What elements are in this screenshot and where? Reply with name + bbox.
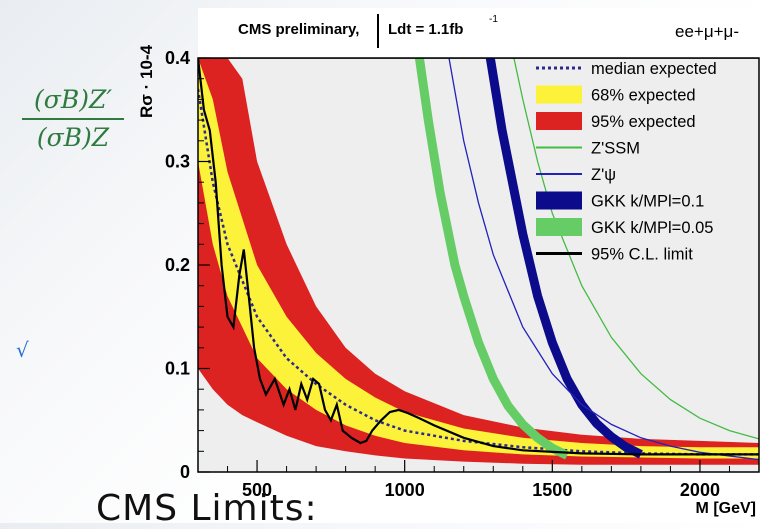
- footer-text: CMS Limits:: [96, 488, 318, 529]
- x-tick-label: 500: [242, 480, 272, 500]
- check-mark: √: [16, 338, 29, 362]
- legend-symbol: [536, 191, 582, 210]
- x-tick-label: 1000: [385, 480, 425, 500]
- legend-label: Z'ψ: [591, 166, 616, 184]
- formula-denominator: (σB)Z: [36, 123, 110, 152]
- formula-numerator: (σB)Z′: [34, 85, 112, 114]
- legend-label: Z'SSM: [591, 140, 640, 158]
- channel-label: ee+μ+μ-: [675, 22, 739, 41]
- header-strip: [198, 8, 759, 58]
- band-95-expected: [198, 58, 759, 465]
- y-tick-label: 0: [180, 462, 190, 482]
- zssm-curve: [513, 58, 759, 440]
- ratio-formula: (σB)Z′ (σB)Z: [18, 84, 128, 154]
- gkk-005-curve: [414, 58, 570, 460]
- legend-symbol: [536, 218, 582, 236]
- zpsi-curve: [448, 58, 759, 461]
- y-tick-label: 0.1: [165, 359, 190, 379]
- legend-entry: GKK k/MPl=0.05: [536, 218, 713, 237]
- legend-label: 68% expected: [591, 87, 696, 105]
- y-tick-label: 0.3: [165, 152, 190, 172]
- x-tick-label: 1500: [532, 480, 572, 500]
- legend-entry: 68% expected: [536, 85, 696, 105]
- y-tick-label: 0.4: [165, 48, 190, 68]
- legend-entry: Z'ψ: [536, 166, 616, 184]
- y-tick-label: 0.2: [165, 255, 190, 275]
- observed-limit-line: [198, 58, 759, 456]
- chart-title: CMS preliminary,: [238, 21, 359, 38]
- legend-entry: 95% C.L. limit: [536, 246, 693, 264]
- legend-entry: Z'SSM: [536, 140, 640, 158]
- legend-label: median expected: [591, 60, 717, 78]
- legend-entry: 95% expected: [536, 112, 696, 131]
- legend-symbol: [536, 85, 582, 104]
- y-axis-label: Rσ · 10-4: [137, 44, 156, 118]
- fraction-bar: [22, 118, 124, 120]
- legend-label: 95% expected: [591, 113, 696, 131]
- x-axis-label: M [GeV]: [696, 500, 756, 517]
- legend-label: GKK k/MPl=0.05: [591, 219, 713, 237]
- legend-symbol: [536, 112, 582, 130]
- luminosity-label: Ldt = 1.1fb: [388, 21, 463, 38]
- gkk-01-curve: [485, 58, 643, 459]
- luminosity-exponent: -1: [489, 14, 498, 25]
- plot-marks: [198, 58, 759, 465]
- legend-label: 95% C.L. limit: [591, 246, 693, 264]
- legend-entry: median expected: [536, 60, 717, 78]
- legend-entry: GKK k/MPl=0.1: [536, 191, 704, 211]
- x-tick-label: 2000: [680, 480, 720, 500]
- legend-label: GKK k/MPl=0.1: [591, 193, 704, 211]
